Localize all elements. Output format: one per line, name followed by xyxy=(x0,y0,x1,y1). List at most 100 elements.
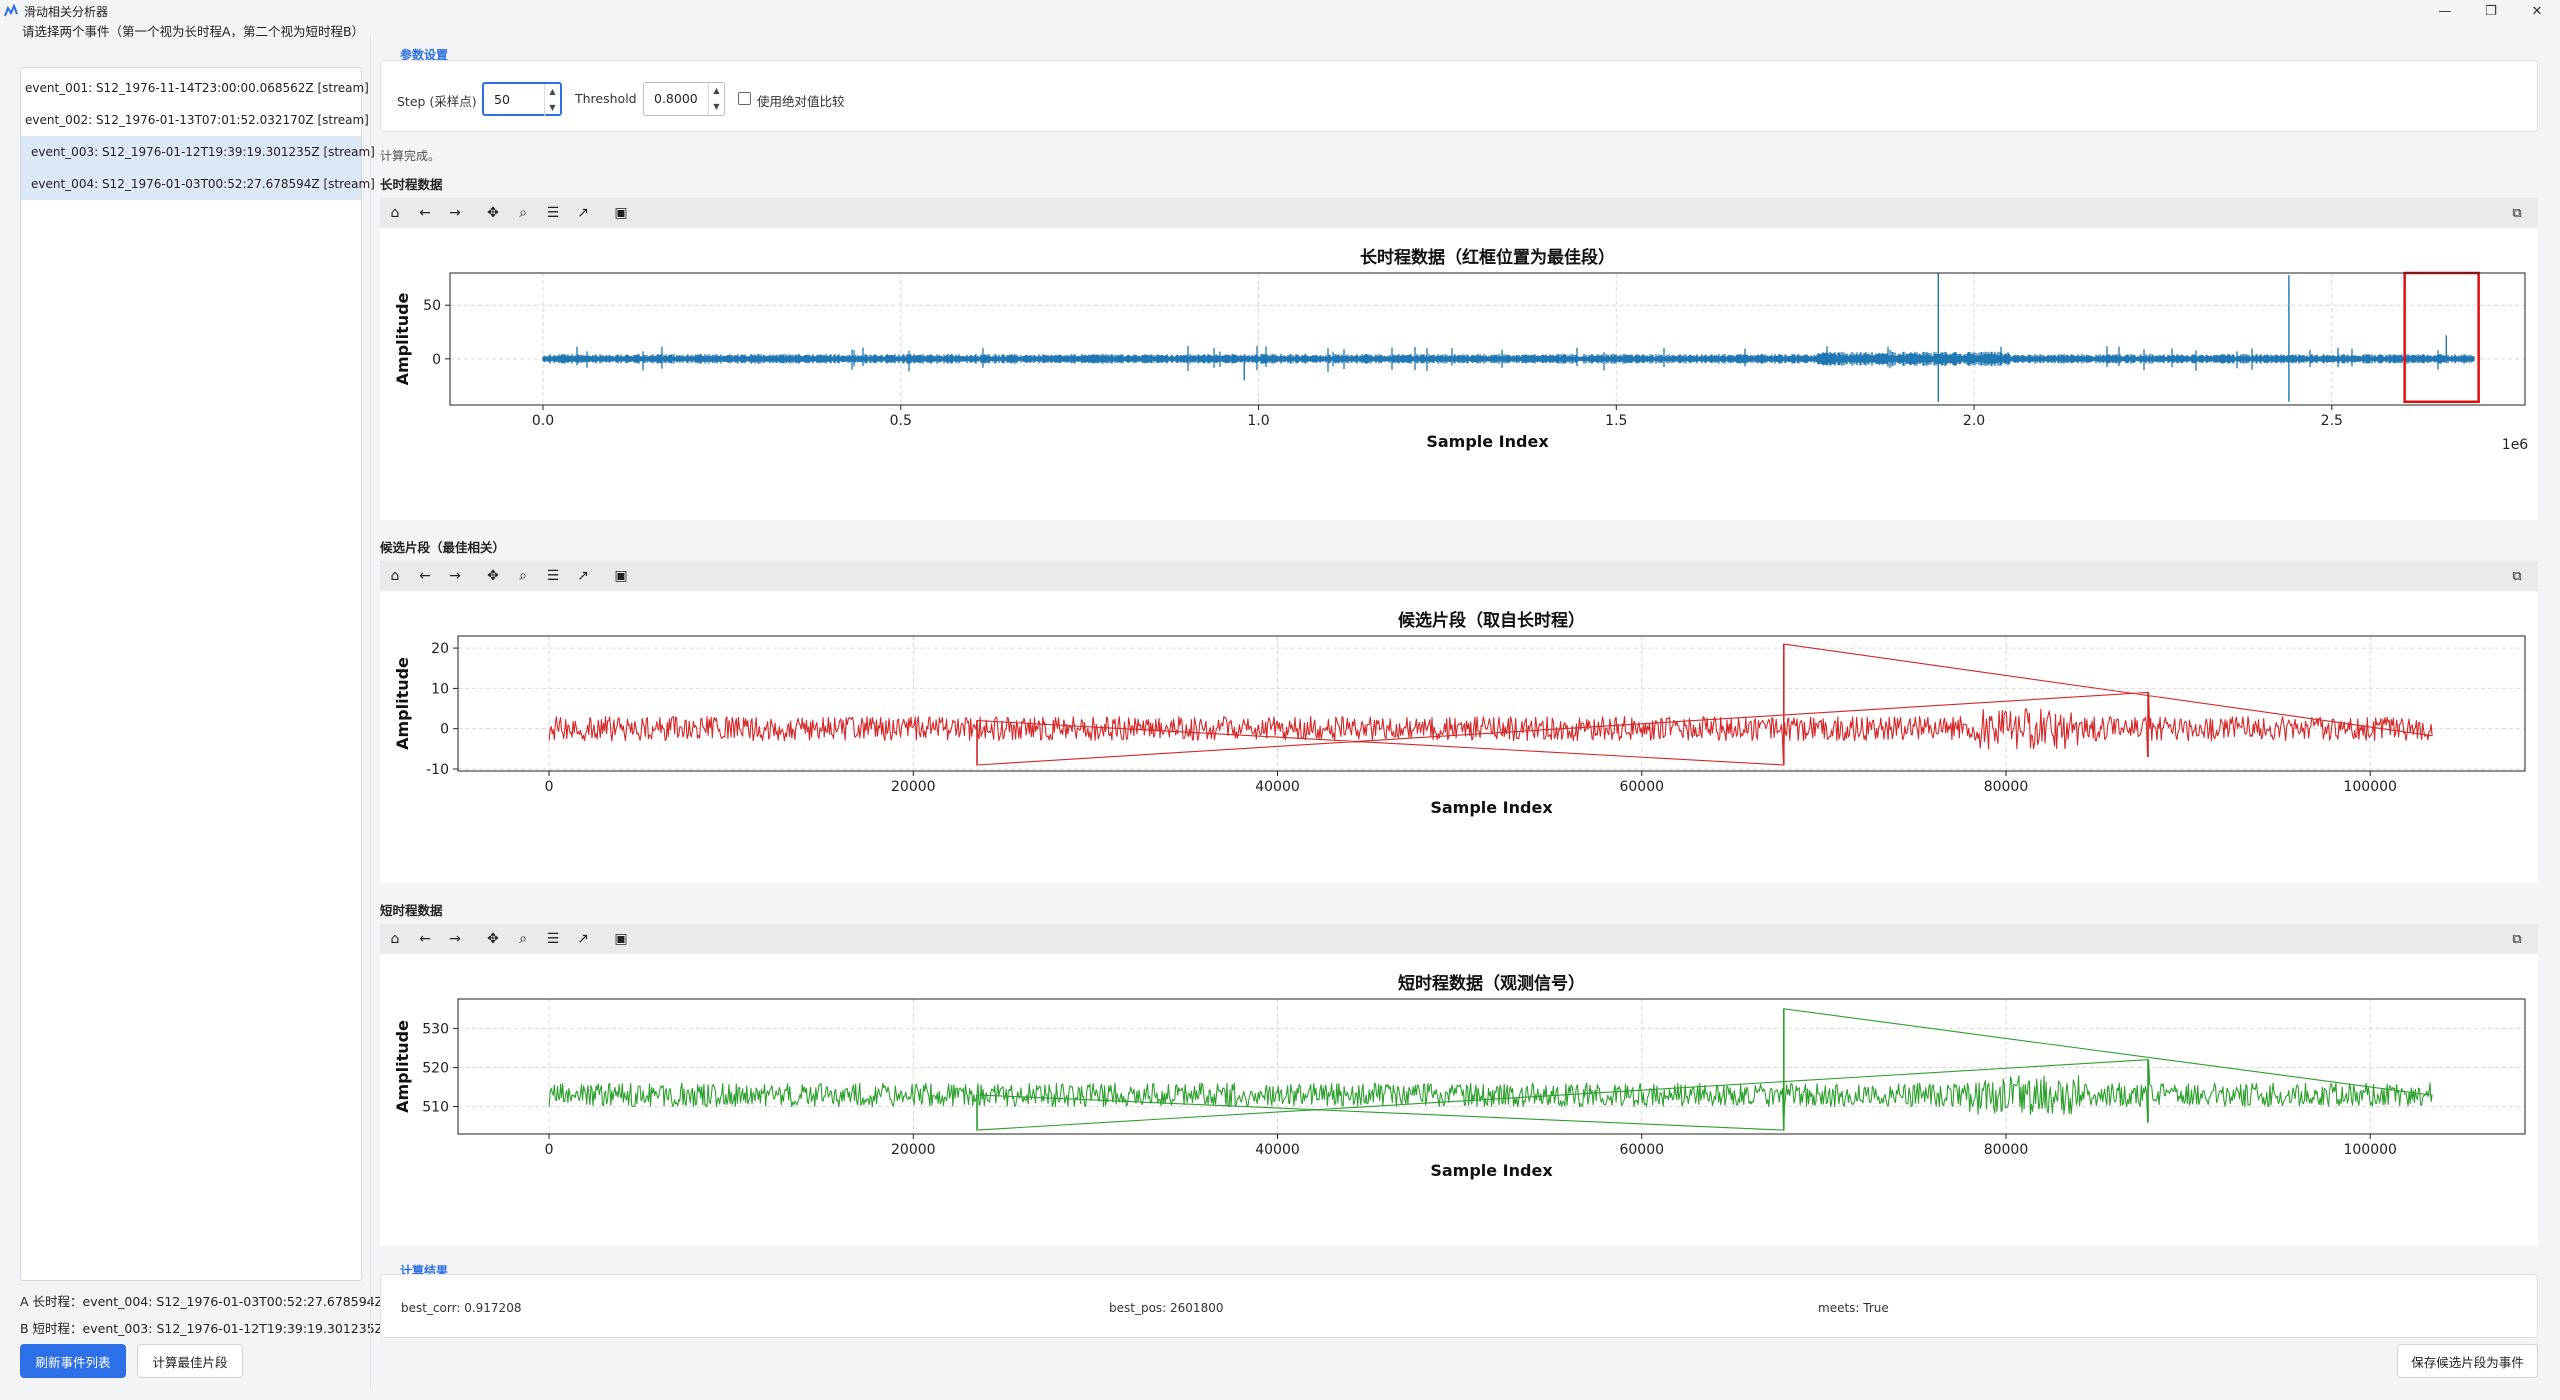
pan-icon[interactable]: ✥ xyxy=(487,205,499,221)
zoom-icon[interactable]: ⌕ xyxy=(519,205,527,221)
back-icon[interactable]: ← xyxy=(419,205,431,221)
candidate-plot[interactable]: 0 20000 40000 60000 80000 100000 -10 0 10 20 候选片段（… xyxy=(380,591,2538,883)
popout-icon[interactable]: ⧉ xyxy=(2512,931,2522,947)
x-tick-label: 60000 xyxy=(1619,1142,1664,1158)
save-icon[interactable]: ▣ xyxy=(614,931,628,947)
y-tick-label: -10 xyxy=(426,762,449,778)
subplots-icon[interactable]: ☰ xyxy=(546,931,560,947)
event-list-item-selected[interactable]: event_003: S12_1976-01-12T19:39:19.30123… xyxy=(21,136,375,168)
b-short-label: B 短时程：event_003: S12_1976-01-12T19:39:19… xyxy=(20,1321,384,1336)
step-spinbox[interactable]: 50 ▲ ▼ xyxy=(482,82,562,116)
edit-axis-icon[interactable]: ↗ xyxy=(577,205,589,221)
forward-icon[interactable]: → xyxy=(449,205,461,221)
y-axis-label: Amplitude xyxy=(393,292,412,385)
short-section-label: 短时程数据 xyxy=(380,903,443,918)
compute-best-segment-button[interactable]: 计算最佳片段 xyxy=(137,1344,243,1378)
save-candidate-button[interactable]: 保存候选片段为事件 xyxy=(2397,1344,2538,1378)
y-tick-label: 510 xyxy=(422,1100,449,1116)
step-up-icon[interactable]: ▲ xyxy=(549,87,556,96)
home-icon[interactable]: ⌂ xyxy=(390,205,400,221)
step-value[interactable]: 50 xyxy=(494,92,510,107)
best-corr-text: best_corr: 0.917208 xyxy=(401,1301,522,1315)
y-tick-label: 50 xyxy=(423,298,441,314)
maximize-button[interactable]: ❐ xyxy=(2485,3,2497,19)
candidate-series-line xyxy=(548,643,2433,766)
event-list-item[interactable]: event_002: S12_1976-01-13T07:01:52.03217… xyxy=(25,113,369,127)
splitter[interactable] xyxy=(370,36,371,1390)
x-tick-label: 100000 xyxy=(2343,779,2396,795)
refresh-events-button[interactable]: 刷新事件列表 xyxy=(20,1344,126,1378)
subplots-icon[interactable]: ☰ xyxy=(546,205,560,221)
plot-frame xyxy=(457,635,2526,772)
results-panel: best_corr: 0.917208 best_pos: 2601800 me… xyxy=(380,1274,2538,1338)
candidate-chart: 0 20000 40000 60000 80000 100000 -10 0 10 20 候选片段（… xyxy=(393,610,2526,817)
threshold-value[interactable]: 0.8000 xyxy=(654,91,698,106)
pan-icon[interactable]: ✥ xyxy=(487,931,499,947)
short-plot[interactable]: 0 20000 40000 60000 80000 100000 510 520 530 短时程数… xyxy=(380,954,2538,1246)
popout-icon[interactable]: ⧉ xyxy=(2512,568,2522,584)
x-tick-label: 40000 xyxy=(1255,779,1300,795)
x-tick-label: 20000 xyxy=(891,779,936,795)
threshold-down-icon[interactable]: ▼ xyxy=(713,102,720,111)
threshold-spinbox[interactable]: 0.8000 ▲ ▼ xyxy=(643,82,725,116)
step-label: Step (采样点) xyxy=(397,94,477,109)
long-chart: 0.0 0.5 1.0 1.5 2.0 2.5 0 50 1e6 长时程数据（红框位置为最佳段） S… xyxy=(393,247,2528,453)
event-list-item[interactable]: event_001: S12_1976-11-14T23:00:00.06856… xyxy=(25,81,369,95)
close-button[interactable]: ✕ xyxy=(2531,3,2543,19)
y-axis-label: Amplitude xyxy=(393,657,412,750)
popout-icon[interactable]: ⧉ xyxy=(2512,205,2522,221)
long-series-line xyxy=(542,346,2475,372)
status-text: 计算完成。 xyxy=(380,149,441,163)
x-tick-label: 2.5 xyxy=(2321,413,2343,429)
title-bar: 滑动相关分析器 — ❐ ✕ xyxy=(0,0,2560,22)
candidate-section-label: 候选片段（最佳相关） xyxy=(380,540,506,555)
plot-toolbar-long: ⌂ ← → ✥ ⌕ ☰ ↗ ▣ ⧉ xyxy=(380,198,2538,228)
x-tick-label: 0.5 xyxy=(890,413,912,429)
meets-text: meets: True xyxy=(1818,1301,1889,1315)
zoom-icon[interactable]: ⌕ xyxy=(519,931,527,947)
subplots-icon[interactable]: ☰ xyxy=(546,568,560,584)
forward-icon[interactable]: → xyxy=(449,931,461,947)
plot-toolbar-short: ⌂ ← → ✥ ⌕ ☰ ↗ ▣ ⧉ xyxy=(380,924,2538,954)
x-tick-label: 0 xyxy=(545,1142,554,1158)
plot-frame xyxy=(449,272,2526,406)
pan-icon[interactable]: ✥ xyxy=(487,568,499,584)
x-tick-label: 0 xyxy=(545,779,554,795)
x-tick-label: 40000 xyxy=(1255,1142,1300,1158)
edit-axis-icon[interactable]: ↗ xyxy=(577,931,589,947)
forward-icon[interactable]: → xyxy=(449,568,461,584)
x-tick-label: 100000 xyxy=(2343,1142,2396,1158)
chart-title: 长时程数据（红框位置为最佳段） xyxy=(1360,247,1615,268)
edit-axis-icon[interactable]: ↗ xyxy=(577,568,589,584)
window-title: 滑动相关分析器 xyxy=(24,4,109,19)
x-axis-label: Sample Index xyxy=(1430,1161,1553,1180)
app-icon xyxy=(4,4,18,17)
plot-toolbar-candidate: ⌂ ← → ✥ ⌕ ☰ ↗ ▣ ⧉ xyxy=(380,561,2538,591)
abs-compare-checkbox[interactable] xyxy=(738,92,751,105)
short-chart: 0 20000 40000 60000 80000 100000 510 520 530 短时程数… xyxy=(393,973,2526,1180)
abs-compare-label: 使用绝对值比较 xyxy=(757,94,845,109)
plot-frame xyxy=(457,998,2526,1135)
threshold-up-icon[interactable]: ▲ xyxy=(713,86,720,95)
short-series-line xyxy=(548,1008,2433,1131)
a-long-label: A 长时程：event_004: S12_1976-01-03T00:52:27… xyxy=(20,1294,384,1309)
back-icon[interactable]: ← xyxy=(419,568,431,584)
minimize-button[interactable]: — xyxy=(2438,3,2452,19)
y-tick-label: 20 xyxy=(431,641,449,657)
event-list-item-selected[interactable]: event_004: S12_1976-01-03T00:52:27.67859… xyxy=(21,168,375,200)
best-segment-box xyxy=(2403,271,2480,404)
event-list[interactable]: event_001: S12_1976-11-14T23:00:00.06856… xyxy=(20,67,375,1281)
params-group-title: 参数设置 xyxy=(400,48,449,62)
save-icon[interactable]: ▣ xyxy=(614,568,628,584)
step-down-icon[interactable]: ▼ xyxy=(549,103,556,112)
x-tick-label: 1.5 xyxy=(1605,413,1627,429)
long-plot[interactable]: 0.0 0.5 1.0 1.5 2.0 2.5 0 50 1e6 长时程数据（红框位置为最佳段） S… xyxy=(380,228,2538,520)
back-icon[interactable]: ← xyxy=(419,931,431,947)
long-section-label: 长时程数据 xyxy=(380,177,443,192)
zoom-icon[interactable]: ⌕ xyxy=(519,568,527,584)
save-icon[interactable]: ▣ xyxy=(614,205,628,221)
y-tick-label: 530 xyxy=(422,1021,449,1037)
home-icon[interactable]: ⌂ xyxy=(390,931,400,947)
y-tick-label: 10 xyxy=(431,681,449,697)
home-icon[interactable]: ⌂ xyxy=(390,568,400,584)
